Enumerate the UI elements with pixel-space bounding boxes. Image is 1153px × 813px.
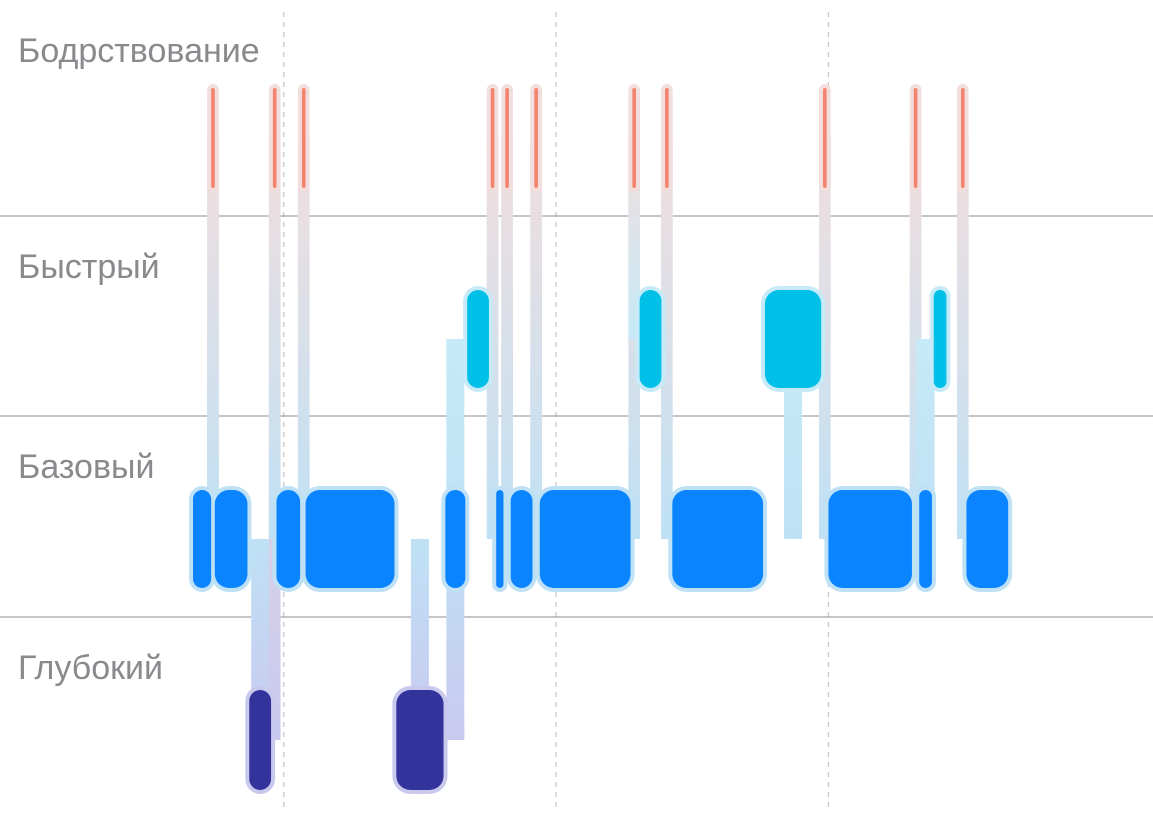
segment-17 [539, 490, 631, 588]
segment-6 [276, 490, 301, 588]
segment-2 [211, 88, 215, 188]
segment-20 [665, 88, 669, 188]
segment-25 [913, 88, 918, 188]
segment-12 [490, 88, 495, 188]
stage-labels: Бодрствование Быстрый Базовый Глубокий [18, 32, 260, 687]
stage-connector [268, 138, 281, 539]
stage-label-1: Бодрствование [18, 32, 260, 70]
segment-21 [672, 490, 764, 588]
stage-halos [189, 84, 1013, 794]
segment-26 [919, 490, 932, 588]
segment-11 [467, 290, 489, 388]
segment-24 [828, 490, 912, 588]
stage-connector [909, 138, 922, 539]
segment-23 [822, 88, 827, 188]
stage-label-3: Базовый [18, 448, 154, 486]
segment-1 [193, 490, 212, 588]
stage-connector [207, 138, 219, 539]
stage-segments [193, 88, 1009, 790]
stage-connector [501, 138, 513, 539]
segment-14 [505, 88, 509, 188]
stage-connector [297, 138, 310, 539]
segment-8 [305, 490, 395, 588]
segment-3 [214, 490, 248, 588]
stage-label-2: Быстрый [18, 248, 160, 286]
time-dividers [283, 12, 830, 811]
segment-27 [933, 290, 947, 388]
segment-5 [272, 88, 277, 188]
segment-13 [496, 490, 504, 588]
segment-19 [639, 290, 662, 388]
segment-9 [396, 690, 444, 790]
segment-4 [249, 690, 272, 790]
segment-22 [764, 290, 822, 388]
segment-29 [966, 490, 1009, 588]
segment-16 [534, 88, 538, 188]
stage-connector [530, 138, 542, 539]
stage-connector [661, 138, 673, 539]
segment-18 [632, 88, 636, 188]
segment-15 [510, 490, 533, 588]
stage-connector [956, 138, 969, 539]
segment-7 [301, 88, 306, 188]
segment-28 [960, 88, 965, 188]
segment-10 [445, 490, 466, 588]
stage-label-4: Глубокий [18, 649, 163, 687]
stage-connector [628, 138, 640, 339]
stage-connectors [207, 138, 969, 740]
